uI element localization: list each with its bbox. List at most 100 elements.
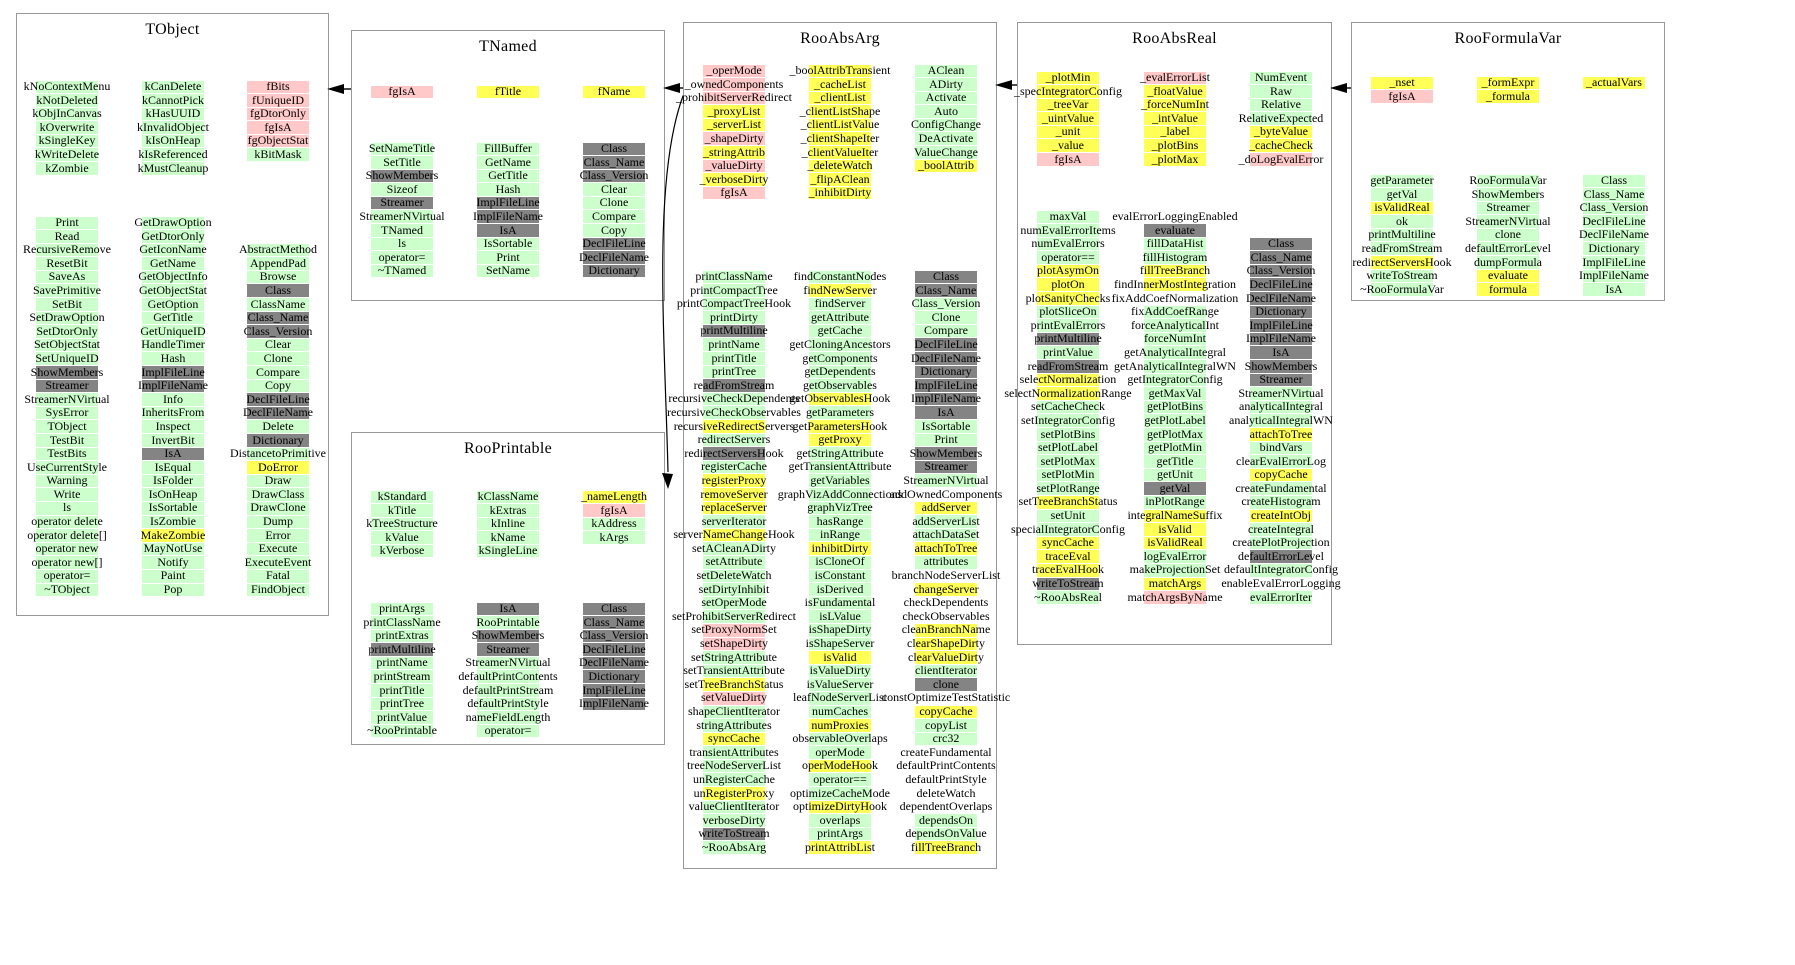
member-item[interactable]: redirectServersHook [644, 446, 824, 461]
member-item[interactable]: AppendPad [188, 256, 368, 271]
member-item[interactable]: _valueDirty [644, 158, 824, 173]
member-item[interactable]: redirectServers [644, 432, 824, 447]
member-item[interactable]: attachToTree [856, 541, 1036, 556]
member-item[interactable]: ImplFileLine [856, 378, 1036, 393]
member-item[interactable]: MayNotUse [83, 541, 263, 556]
member-item[interactable]: printName [312, 656, 492, 670]
member-item[interactable]: recursiveCheckObservables [644, 405, 824, 420]
member-item[interactable]: SetUniqueID [0, 351, 157, 366]
member-item[interactable]: Delete [188, 419, 368, 434]
member-item[interactable]: enableEvalErrorLogging [1191, 576, 1371, 591]
member-item[interactable]: IsFolder [83, 473, 263, 488]
member-item[interactable]: optimizeDirtyHook [750, 799, 930, 814]
class-title[interactable]: RooAbsReal [1132, 30, 1217, 47]
member-item[interactable]: printExtras [312, 628, 492, 643]
member-item[interactable]: _deleteWatch [750, 158, 930, 173]
member-item[interactable]: removeServer [644, 487, 824, 502]
member-item[interactable]: FillBuffer [418, 141, 598, 156]
member-item[interactable]: attributes [856, 555, 1036, 569]
member-item[interactable]: ~RooAbsArg [644, 840, 824, 855]
member-item[interactable]: Clone [856, 310, 1036, 325]
member-item[interactable]: kVerbose [312, 544, 492, 558]
member-item[interactable]: numCaches [750, 704, 930, 719]
member-item[interactable]: unRegisterCache [644, 772, 824, 787]
member-item[interactable]: Execute [188, 541, 368, 556]
member-item[interactable]: Dictionary [524, 669, 704, 684]
member-item[interactable]: isValueDirty [750, 663, 930, 678]
member-item[interactable]: Print [0, 215, 157, 230]
member-item[interactable]: IsA [83, 446, 263, 461]
member-item[interactable]: setOperMode [644, 595, 824, 610]
member-item[interactable]: kWriteDelete [0, 147, 157, 162]
member-item[interactable]: GetName [83, 256, 263, 271]
member-item[interactable]: _prohibitServerRedirect [644, 90, 824, 105]
member-item[interactable]: printStream [312, 669, 492, 684]
member-item[interactable]: analyticalIntegral [1191, 400, 1371, 414]
member-item[interactable]: isCloneOf [750, 555, 930, 569]
member-item[interactable]: fUniqueID [188, 93, 368, 108]
member-item[interactable]: GetName [418, 155, 598, 170]
member-item[interactable]: StreamerNVirtual [418, 656, 598, 670]
member-item[interactable]: DoError [188, 460, 368, 475]
member-item[interactable]: setProhibitServerRedirect [644, 609, 824, 624]
member-item[interactable]: Print [856, 432, 1036, 447]
member-item[interactable]: ResetBit [0, 256, 157, 271]
member-item[interactable]: _plotMin [978, 70, 1158, 85]
member-item[interactable]: checkDependents [856, 595, 1036, 610]
member-item[interactable]: _flipAClean [750, 172, 930, 187]
member-item[interactable]: fgIsA [312, 84, 492, 99]
member-item[interactable]: bindVars [1191, 440, 1371, 455]
member-item[interactable]: Read [0, 229, 157, 244]
member-item[interactable]: operator= [0, 569, 157, 583]
member-item[interactable]: dependsOn [856, 813, 1036, 828]
member-item[interactable]: MakeZombie [83, 528, 263, 543]
member-item[interactable]: operator== [750, 772, 930, 787]
member-item[interactable]: GetTitle [83, 310, 263, 325]
member-item[interactable]: DistancetoPrimitive [188, 446, 368, 461]
member-item[interactable]: Info [83, 392, 263, 407]
member-item[interactable]: GetOption [83, 297, 263, 312]
member-item[interactable]: Compare [856, 324, 1036, 338]
member-item[interactable]: IsA [418, 223, 598, 238]
member-item[interactable]: Sizeof [312, 182, 492, 197]
member-item[interactable]: graphVizTree [750, 500, 930, 515]
member-item[interactable]: defaultPrintStyle [418, 696, 598, 711]
member-item[interactable]: StreamerNVirtual [856, 473, 1036, 488]
member-item[interactable]: getParametersHook [750, 419, 930, 434]
member-item[interactable]: GetDrawOption [83, 215, 263, 230]
member-item[interactable]: Hash [418, 182, 598, 197]
member-item[interactable]: createFundamental [856, 745, 1036, 760]
member-item[interactable]: stringAttributes [644, 718, 824, 733]
member-item[interactable]: syncCache [644, 731, 824, 746]
member-item[interactable]: Copy [188, 378, 368, 393]
member-item[interactable]: _byteValue [1191, 125, 1371, 139]
member-item[interactable]: SetDrawOption [0, 310, 157, 325]
member-item[interactable]: _ownedComponents [644, 77, 824, 92]
member-item[interactable]: Error [188, 528, 368, 543]
member-item[interactable]: printClassName [644, 269, 824, 284]
member-item[interactable]: getParameters [750, 405, 930, 420]
member-item[interactable]: IsA [856, 405, 1036, 420]
member-item[interactable]: Pop [83, 582, 263, 597]
member-item[interactable]: Streamer [856, 460, 1036, 474]
member-item[interactable]: ShowMembers [856, 446, 1036, 461]
member-item[interactable]: isValid [750, 650, 930, 665]
member-item[interactable]: StreamerNVirtual [312, 209, 492, 224]
member-item[interactable]: _clientList [750, 90, 930, 105]
member-item[interactable]: Clone [188, 351, 368, 366]
member-item[interactable]: _forceNumInt [1085, 97, 1265, 112]
member-item[interactable]: ~TObject [0, 582, 157, 597]
member-item[interactable]: operator delete[] [0, 528, 157, 543]
member-item[interactable]: _clientValueIter [750, 145, 930, 160]
member-item[interactable]: IsSortable [83, 501, 263, 515]
member-item[interactable]: kIsReferenced [83, 147, 263, 162]
member-item[interactable]: isValueServer [750, 677, 930, 692]
member-item[interactable]: fTitle [418, 84, 598, 99]
member-item[interactable]: readFromStream [644, 378, 824, 393]
member-item[interactable]: _treeVar [978, 97, 1158, 112]
member-item[interactable]: kTreeStructure [312, 516, 492, 531]
class-title[interactable]: RooAbsArg [800, 30, 880, 47]
member-item[interactable]: Class_Name [524, 615, 704, 630]
member-item[interactable]: Class_Version [856, 296, 1036, 311]
member-item[interactable]: printTree [312, 696, 492, 711]
